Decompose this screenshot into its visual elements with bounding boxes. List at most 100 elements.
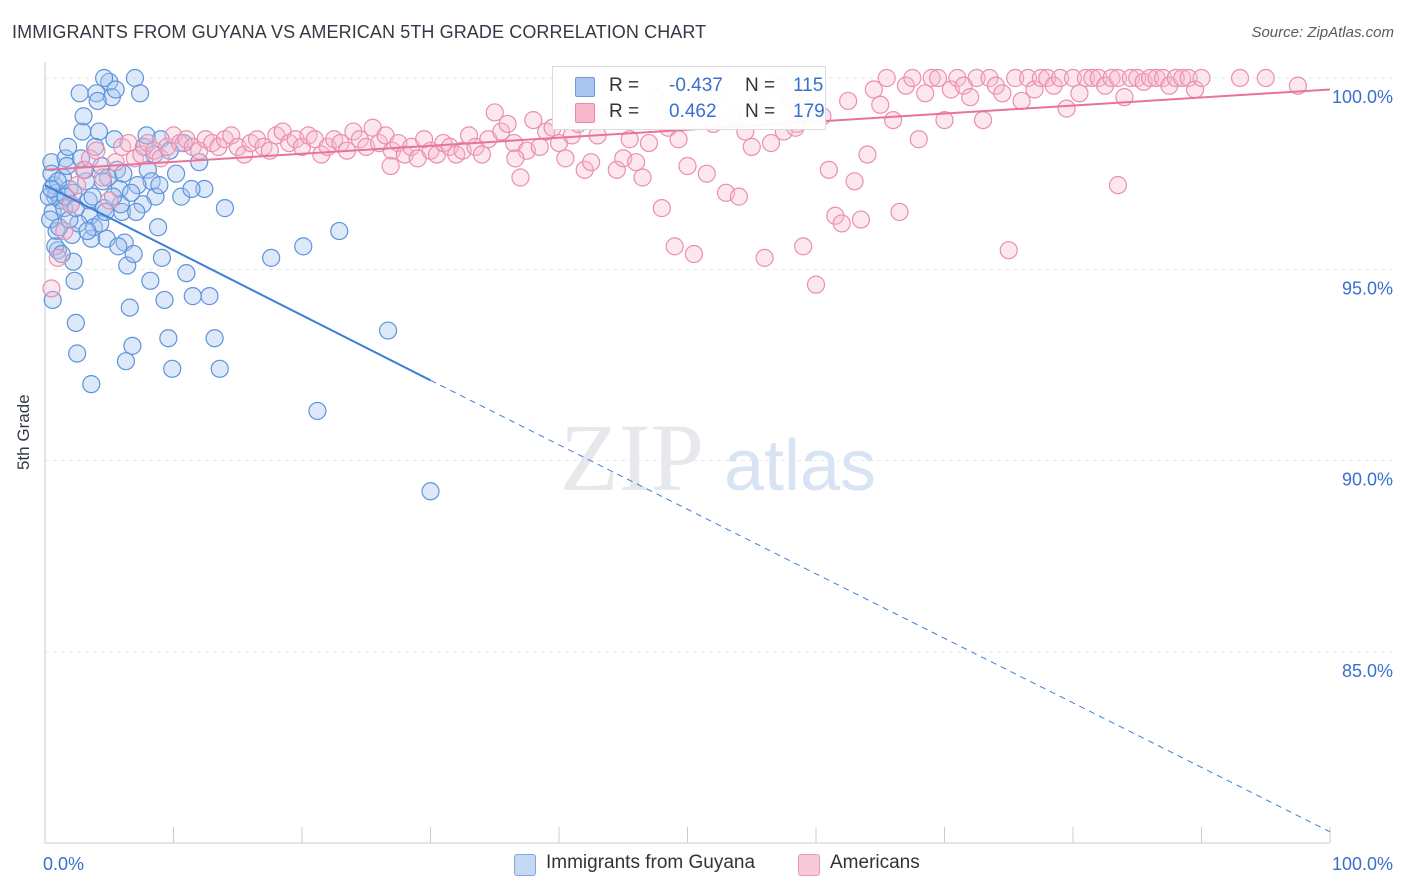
americans-point xyxy=(1140,68,1160,88)
guyana-point xyxy=(166,164,186,183)
americans-point xyxy=(485,103,504,122)
guyana-point xyxy=(65,271,84,290)
americans-point xyxy=(1256,68,1275,88)
americans-point xyxy=(633,168,652,187)
guyana-point xyxy=(43,290,62,310)
guyana-point xyxy=(262,248,281,267)
guyana-point xyxy=(93,172,112,191)
guyana-point xyxy=(66,313,85,333)
y-tick-label: 85.0% xyxy=(1342,661,1393,681)
americans-point xyxy=(755,248,774,267)
guyana-point xyxy=(330,221,349,241)
americans-point xyxy=(858,145,877,164)
guyana-point xyxy=(148,218,168,237)
x-tick-label: 0.0% xyxy=(43,854,84,874)
guyana-point xyxy=(421,482,440,501)
watermark-atlas: atlas xyxy=(724,426,876,506)
guyana-point xyxy=(294,237,313,256)
americans-point xyxy=(890,202,909,222)
americans-point xyxy=(1063,68,1083,88)
guyana-point xyxy=(215,199,234,218)
americans-point xyxy=(1070,84,1089,103)
americans-point xyxy=(222,126,241,145)
guyana-point xyxy=(95,68,114,88)
watermark-zip: ZIP xyxy=(560,404,704,511)
r-value: -0.437 xyxy=(669,75,723,96)
legend-swatch-guyana xyxy=(514,854,536,876)
guyana-point xyxy=(120,298,139,317)
americans-point xyxy=(665,237,684,256)
watermark: ZIP atlas xyxy=(560,404,876,511)
guyana-point xyxy=(172,187,191,206)
legend-swatch-americans xyxy=(575,103,595,123)
americans-point xyxy=(928,68,948,88)
americans-point xyxy=(381,156,400,176)
americans-point xyxy=(903,68,922,88)
guyana-point xyxy=(308,401,327,421)
guyana-point xyxy=(105,130,124,149)
americans-point xyxy=(1108,176,1128,195)
americans-point xyxy=(839,91,858,111)
americans-point xyxy=(909,130,928,149)
guyana-point xyxy=(141,271,160,290)
guyana-point xyxy=(155,290,174,310)
n-value: 115 xyxy=(793,75,824,96)
trend-line-guyana-extension xyxy=(430,379,1331,833)
americans-point xyxy=(684,244,704,264)
guyana-point xyxy=(177,264,196,283)
guyana-point xyxy=(70,84,89,103)
americans-point xyxy=(620,130,639,149)
x-tick-label: 100.0% xyxy=(1332,854,1393,874)
americans-point xyxy=(871,95,890,114)
guyana-point xyxy=(59,137,78,156)
americans-point xyxy=(1108,68,1128,88)
americans-point xyxy=(1076,68,1095,88)
americans-point xyxy=(877,68,896,88)
americans-point xyxy=(851,210,871,229)
guyana-point xyxy=(150,176,169,195)
guyana-point xyxy=(78,221,97,241)
guyana-point xyxy=(195,179,214,199)
guyana-point xyxy=(83,187,102,206)
americans-point xyxy=(639,133,659,153)
americans-point xyxy=(48,248,67,267)
guyana-point xyxy=(87,84,106,103)
americans-point xyxy=(973,110,993,130)
guyana-point xyxy=(116,352,136,371)
americans-point xyxy=(511,168,530,187)
trend-line-guyana xyxy=(44,184,431,382)
americans-point xyxy=(1025,80,1044,99)
legend-swatch-guyana xyxy=(575,77,595,97)
americans-point xyxy=(119,133,138,153)
americans-point xyxy=(1057,99,1076,118)
guyana-point xyxy=(74,107,93,126)
guyana-point xyxy=(118,256,137,275)
guyana-point xyxy=(137,126,156,145)
americans-point xyxy=(55,221,74,241)
americans-point xyxy=(864,80,883,99)
americans-point xyxy=(42,279,61,298)
guyana-point xyxy=(210,359,229,378)
guyana-point xyxy=(130,84,150,103)
gridlines xyxy=(45,77,1395,653)
americans-point xyxy=(414,130,434,149)
y-tick-label: 95.0% xyxy=(1342,278,1393,298)
legend-label-guyana: Immigrants from Guyana xyxy=(546,852,756,873)
axes xyxy=(44,62,1331,844)
americans-point xyxy=(530,137,549,156)
guyana-point xyxy=(89,122,109,141)
guyana-point xyxy=(73,122,92,141)
guyana-point xyxy=(56,149,75,168)
americans-point xyxy=(1102,68,1121,88)
guyana-point xyxy=(138,160,157,179)
guyana-point xyxy=(205,329,224,348)
guyana-point xyxy=(127,202,146,222)
r-label: R = xyxy=(609,101,640,122)
series-legend: Immigrants from Guyana Americans xyxy=(0,852,1406,878)
guyana-point xyxy=(82,375,101,394)
guyana-point xyxy=(68,344,87,363)
americans-point xyxy=(93,168,112,187)
guyana-point xyxy=(159,329,178,348)
guyana-point xyxy=(121,183,141,202)
r-label: R = xyxy=(609,75,640,96)
